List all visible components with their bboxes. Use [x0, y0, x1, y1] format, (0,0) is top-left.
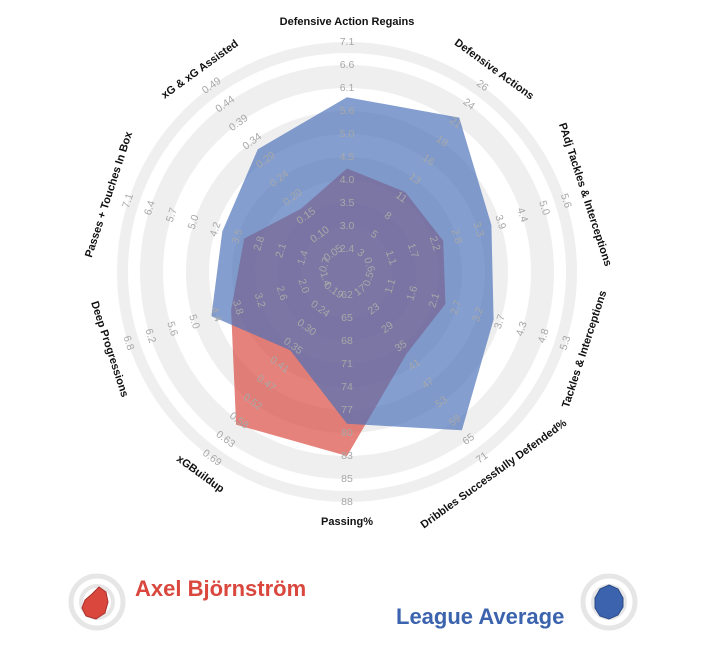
radar-tick-label: 5.7 — [164, 206, 180, 224]
league-average-legend: League Average — [396, 604, 565, 629]
radar-axis-label: Passing% — [321, 516, 373, 528]
radar-tick-label: 2.8 — [449, 228, 465, 246]
radar-tick-label: 5.6 — [340, 105, 355, 117]
radar-tick-label: 2.0 — [296, 277, 312, 295]
radar-tick-label: 5 — [368, 228, 380, 241]
radar-tick-label: 6.2 — [142, 327, 158, 345]
radar-tick-label: 1.6 — [404, 284, 420, 302]
radar-tick-label: 6.8 — [121, 334, 137, 352]
radar-tick-label: 77 — [341, 404, 353, 416]
radar-tick-label: 74 — [341, 381, 353, 393]
radar-tick-label: 8 — [382, 209, 394, 222]
radar-tick-label: 5.0 — [186, 313, 202, 331]
radar-tick-label: 2.1 — [426, 291, 442, 309]
radar-tick-label: 5.0 — [536, 199, 552, 217]
radar-tick-label: 6.6 — [340, 59, 355, 71]
radar-axis-label: xG & xG Assisted — [159, 38, 240, 102]
radar-tick-label: 3.0 — [340, 220, 355, 232]
radar-tick-label: 3.7 — [492, 313, 508, 331]
radar-tick-label: 5.3 — [558, 334, 574, 352]
radar-tick-label: 2.1 — [273, 242, 289, 260]
radar-tick-label: 1.7 — [405, 242, 421, 260]
radar-tick-label: 62 — [341, 289, 353, 301]
radar-tick-label: 4.0 — [340, 174, 355, 186]
radar-series — [211, 97, 494, 456]
radar-tick-label: 3.8 — [230, 299, 246, 317]
radar-ring — [140, 65, 554, 479]
radar-tick-label: 1.1 — [383, 277, 399, 295]
radar-tick-label: 3.2 — [252, 292, 268, 310]
radar-tick-label: 2.2 — [427, 235, 443, 253]
radar-tick-label: 65 — [341, 312, 353, 324]
radar-tick-label: 3.3 — [470, 221, 486, 239]
radar-tick-label: 1.4 — [295, 249, 311, 267]
radar-ring — [117, 42, 577, 502]
radar-tick-label: 71 — [341, 358, 353, 370]
league-average-polygon — [211, 97, 494, 431]
radar-tick-label: 5.6 — [164, 320, 180, 338]
radar-tick-label: 4.2 — [208, 220, 224, 238]
league-average-badge-icon — [580, 573, 638, 631]
radar-tick-label: 2.6 — [274, 284, 290, 302]
player-name-legend: Axel Björnström — [135, 576, 307, 601]
radar-tick-label: 5.0 — [186, 213, 202, 231]
radar-tick-label: 3 — [355, 247, 367, 260]
radar-tick-label: 3.5 — [229, 227, 245, 245]
radar-tick-label: 85 — [341, 473, 353, 485]
radar-tick-label: 4.8 — [536, 327, 552, 345]
radar-tick-label: 5.0 — [340, 128, 355, 140]
radar-tick-label: 68 — [341, 335, 353, 347]
radar-tick-label: 4.4 — [514, 206, 530, 224]
radar-tick-label: 6.1 — [340, 82, 355, 94]
radar-tick-label: 4.4 — [208, 306, 224, 324]
radar-tick-label: 4.3 — [514, 320, 530, 338]
radar-tick-label: 3.2 — [470, 306, 486, 324]
radar-tick-label: 4.5 — [340, 151, 355, 163]
radar-tick-label: 2.8 — [251, 235, 267, 253]
radar-tick-label: 5.6 — [558, 192, 574, 210]
radar-tick-label: 0.5 — [361, 270, 377, 288]
radar-tick-label: 2.7 — [448, 298, 464, 316]
radar-tick-label: 1.1 — [383, 249, 399, 267]
radar-axis-label: Defensive Actions — [452, 37, 536, 103]
radar-axis-label: Defensive Action Regains — [280, 16, 415, 28]
radar-tick-label: 83 — [341, 450, 353, 462]
radar-tick-label: 2.4 — [340, 243, 355, 255]
radar-tick-label: 6.4 — [142, 199, 158, 217]
radar-tick-label: 0.69 — [200, 447, 224, 469]
player-badge-icon — [68, 573, 126, 631]
radar-tick-label: 7.1 — [340, 36, 355, 48]
radar-tick-label: 80 — [341, 427, 353, 439]
radar-tick-label: 0.6 — [361, 256, 377, 274]
radar-tick-label: 0.7 — [317, 256, 333, 274]
radar-tick-label: 88 — [341, 496, 353, 508]
radar-tick-label: 3.5 — [340, 197, 355, 209]
radar-tick-label: 1.4 — [317, 270, 333, 288]
radar-tick-label: 7.1 — [120, 192, 136, 210]
radar-tick-label: 3.9 — [492, 213, 508, 231]
